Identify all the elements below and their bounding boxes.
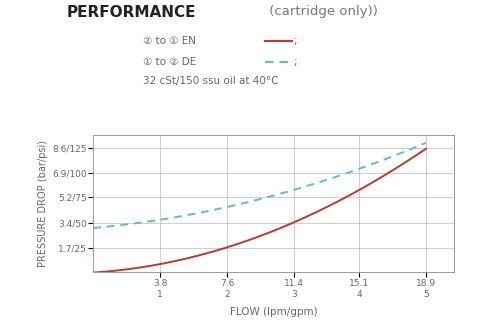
Text: 2: 2 xyxy=(224,290,230,299)
Text: ;: ; xyxy=(293,36,297,46)
Text: 4: 4 xyxy=(356,290,362,299)
Text: PERFORMANCE: PERFORMANCE xyxy=(67,5,196,20)
Text: ;: ; xyxy=(293,57,297,67)
Y-axis label: PRESSURE DROP (bar/psi): PRESSURE DROP (bar/psi) xyxy=(38,140,48,267)
Text: 32 cSt/150 ssu oil at 40°C: 32 cSt/150 ssu oil at 40°C xyxy=(143,76,279,85)
Text: 1: 1 xyxy=(157,290,163,299)
Text: ① to ② DE: ① to ② DE xyxy=(143,57,196,67)
Text: 3: 3 xyxy=(291,290,297,299)
Text: ② to ① EN: ② to ① EN xyxy=(143,36,196,46)
Text: (cartridge only)): (cartridge only)) xyxy=(265,5,378,18)
Text: FLOW (lpm/gpm): FLOW (lpm/gpm) xyxy=(230,307,317,317)
Text: 5: 5 xyxy=(423,290,429,299)
